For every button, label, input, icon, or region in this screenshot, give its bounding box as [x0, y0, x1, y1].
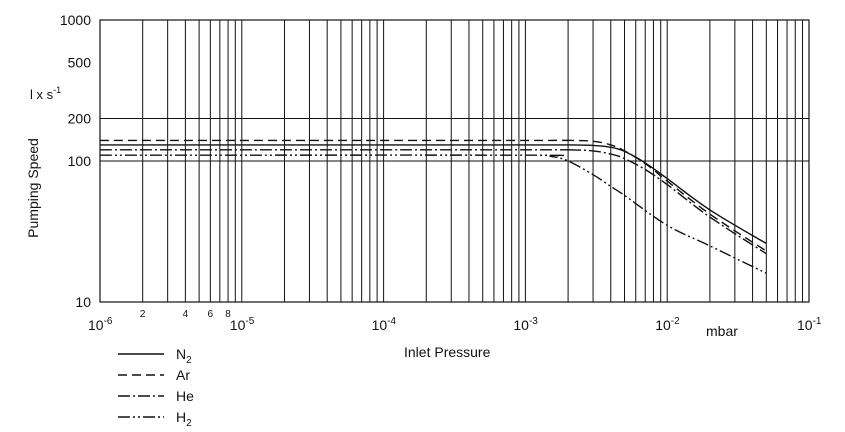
- y-axis-unit-exponent: -1: [53, 85, 61, 95]
- y-axis-unit: l x s-1: [30, 85, 61, 102]
- x-tick-label: 10-3: [513, 316, 538, 333]
- series-layer: [99, 139, 767, 274]
- y-axis-title: Pumping Speed: [25, 138, 41, 238]
- legend-label: N2: [176, 346, 192, 366]
- x-tick-label: 10-1: [797, 316, 822, 333]
- x-minor-tick-label: 4: [183, 309, 189, 320]
- legend-label: H2: [176, 409, 192, 429]
- grid-layer: [99, 20, 809, 302]
- plot-frame: [99, 19, 810, 303]
- series-line-ar: [100, 139, 767, 252]
- y-tick-label: 1000: [60, 12, 91, 28]
- x-minor-tick-label: 6: [208, 309, 214, 320]
- legend-label: Ar: [176, 367, 190, 383]
- series-line-h2: [99, 154, 767, 274]
- axis-labels: 10 100 200 500 1000 10-6 10-5 10-4 10-3 10-2 10-1 2…: [60, 12, 822, 333]
- y-tick-label: 200: [68, 111, 92, 127]
- legend-label: He: [176, 388, 194, 404]
- x-axis-title: Inlet Pressure: [404, 344, 491, 360]
- x-axis-unit: mbar: [706, 323, 738, 339]
- series-line-n2: [100, 144, 767, 245]
- y-tick-label: 100: [68, 153, 92, 169]
- series-line-he: [100, 149, 767, 255]
- y-tick-label: 10: [75, 294, 91, 310]
- x-tick-label: 10-5: [230, 316, 255, 333]
- x-minor-tick-label: 8: [225, 309, 231, 320]
- y-tick-label: 500: [68, 54, 92, 70]
- x-minor-tick-label: 2: [140, 309, 146, 320]
- x-tick-label: 10-6: [88, 316, 113, 333]
- x-tick-label: 10-2: [655, 316, 680, 333]
- x-tick-label: 10-4: [372, 316, 397, 333]
- y-axis-unit-text: l x s: [30, 87, 54, 102]
